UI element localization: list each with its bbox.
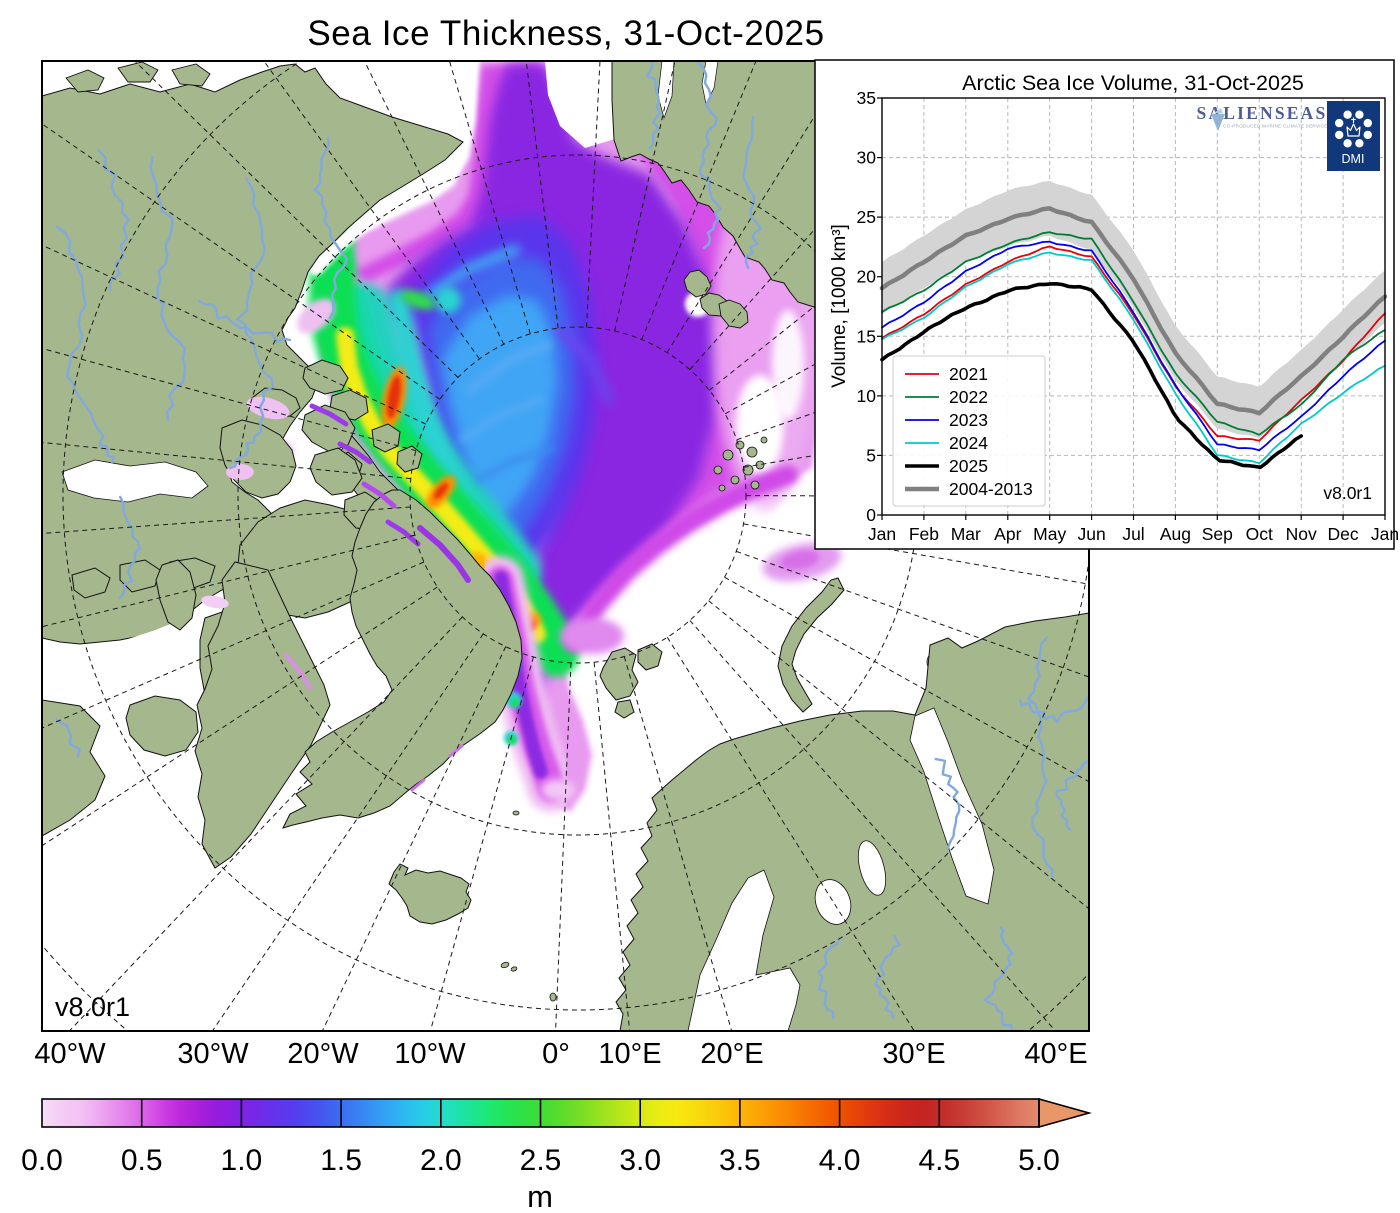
svg-text:40°W: 40°W (34, 1038, 106, 1070)
svg-text:30°W: 30°W (177, 1038, 249, 1070)
svg-text:Oct: Oct (1246, 524, 1273, 544)
svg-text:SALIENSEAS: SALIENSEAS (1197, 103, 1328, 123)
svg-text:v8.0r1: v8.0r1 (1323, 483, 1372, 503)
svg-text:10°E: 10°E (598, 1038, 661, 1070)
svg-text:15: 15 (857, 326, 876, 346)
svg-text:40°E: 40°E (1024, 1038, 1087, 1070)
svg-text:v8.0r1: v8.0r1 (55, 992, 130, 1022)
svg-text:Volume, [1000 km³]: Volume, [1000 km³] (829, 224, 850, 388)
svg-text:Dec: Dec (1328, 524, 1359, 544)
svg-text:1.0: 1.0 (221, 1144, 263, 1177)
svg-text:10: 10 (857, 386, 877, 406)
svg-text:Apr: Apr (994, 524, 1021, 544)
svg-text:25: 25 (857, 207, 876, 227)
svg-text:0: 0 (866, 505, 876, 525)
svg-text:2022: 2022 (949, 387, 988, 407)
svg-text:3.5: 3.5 (719, 1144, 761, 1177)
svg-text:2.0: 2.0 (420, 1144, 462, 1177)
svg-text:Mar: Mar (951, 524, 981, 544)
svg-text:5.0: 5.0 (1018, 1144, 1060, 1177)
svg-text:20: 20 (857, 267, 877, 287)
svg-text:Arctic Sea Ice Volume, 31-Oct-: Arctic Sea Ice Volume, 31-Oct-2025 (962, 71, 1304, 95)
svg-text:2.5: 2.5 (520, 1144, 562, 1177)
svg-text:0°: 0° (542, 1038, 570, 1070)
svg-text:m: m (527, 1179, 553, 1213)
svg-text:Aug: Aug (1160, 524, 1191, 544)
svg-text:4.0: 4.0 (819, 1144, 861, 1177)
svg-text:30: 30 (857, 148, 877, 168)
svg-text:Feb: Feb (909, 524, 939, 544)
svg-text:20°E: 20°E (700, 1038, 763, 1070)
svg-text:Sep: Sep (1202, 524, 1233, 544)
svg-text:5: 5 (866, 445, 876, 465)
svg-text:May: May (1033, 524, 1066, 544)
svg-text:2004-2013: 2004-2013 (949, 479, 1033, 499)
svg-text:Jul: Jul (1122, 524, 1144, 544)
svg-text:3.0: 3.0 (619, 1144, 661, 1177)
svg-text:Nov: Nov (1286, 524, 1317, 544)
svg-text:CO-PRODUCED MARINE CLIMATE SER: CO-PRODUCED MARINE CLIMATE SERVICES (1223, 124, 1331, 129)
svg-text:4.5: 4.5 (918, 1144, 960, 1177)
svg-text:Jan: Jan (868, 524, 896, 544)
svg-text:DMI: DMI (1342, 152, 1365, 166)
svg-text:20°W: 20°W (287, 1038, 359, 1070)
svg-text:30°E: 30°E (882, 1038, 945, 1070)
svg-text:2023: 2023 (949, 410, 988, 430)
svg-text:Jan: Jan (1371, 524, 1399, 544)
svg-text:10°W: 10°W (394, 1038, 466, 1070)
svg-text:Jun: Jun (1077, 524, 1105, 544)
svg-text:2021: 2021 (949, 364, 988, 384)
svg-text:0.5: 0.5 (121, 1144, 163, 1177)
svg-text:1.5: 1.5 (320, 1144, 362, 1177)
svg-text:2025: 2025 (949, 456, 988, 476)
svg-text:Sea Ice Thickness, 31-Oct-2025: Sea Ice Thickness, 31-Oct-2025 (307, 14, 824, 53)
svg-text:35: 35 (857, 88, 876, 108)
svg-text:2024: 2024 (949, 433, 988, 453)
svg-text:0.0: 0.0 (21, 1144, 63, 1177)
